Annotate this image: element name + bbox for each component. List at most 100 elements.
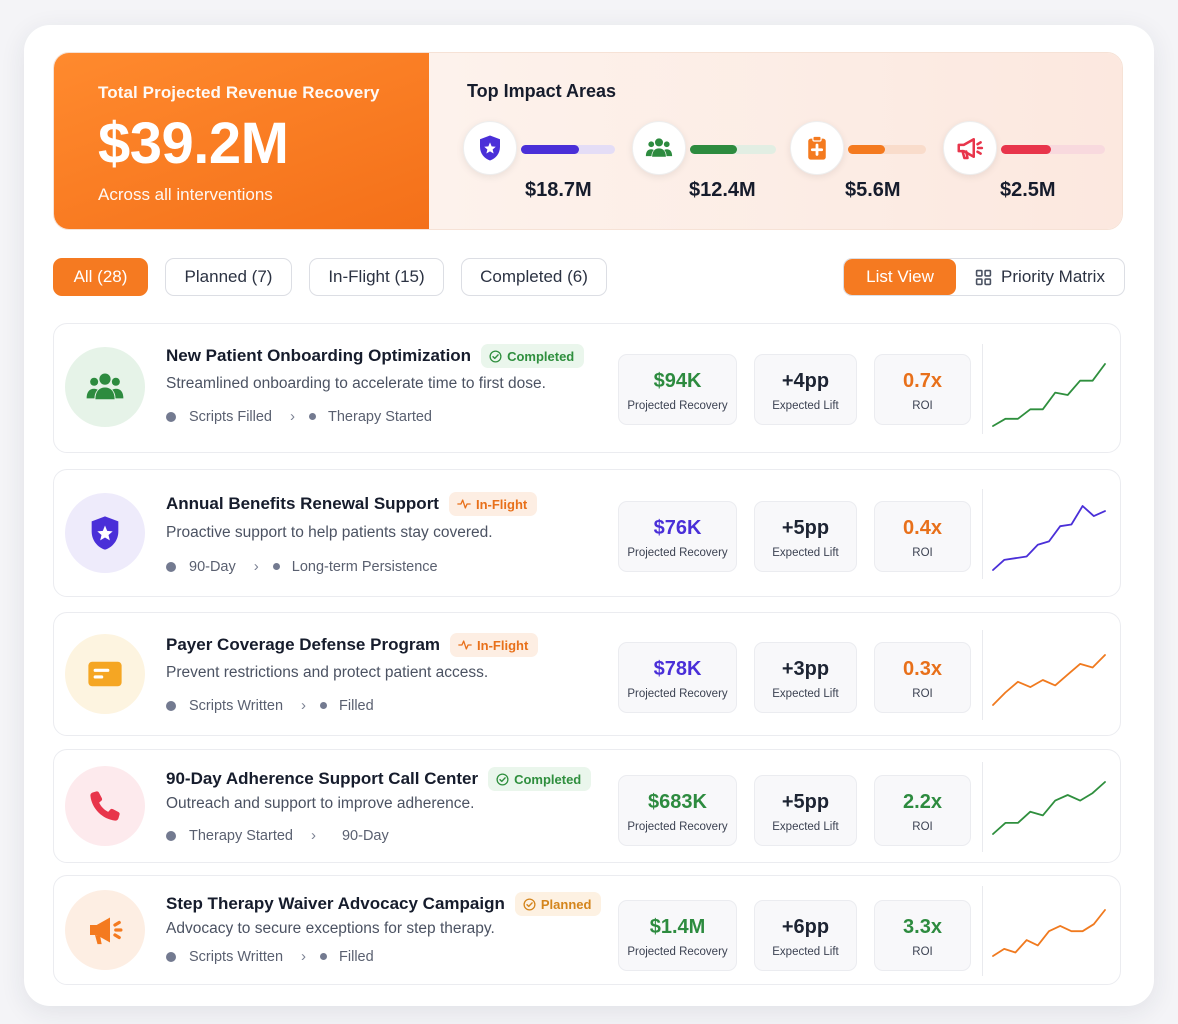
roi-metric: 0.7x ROI [874, 354, 971, 425]
intervention-title: Annual Benefits Renewal Support [166, 494, 439, 513]
list-view-button[interactable]: List View [844, 259, 956, 295]
priority-matrix-button[interactable]: Priority Matrix [956, 259, 1124, 295]
intervention-title: Payer Coverage Defense Program [166, 635, 441, 654]
impact-area-item[interactable]: $18.7M [463, 121, 623, 211]
roi-value: 3.3x [903, 916, 942, 938]
intervention-row[interactable]: Step Therapy Waiver Advocacy Campaign Pl… [53, 875, 1121, 985]
recovery-value: $683K [648, 791, 707, 813]
impact-area-item[interactable]: $5.6M [790, 121, 950, 211]
stage-dot-icon [166, 830, 176, 841]
intervention-description: Advocacy to secure exceptions for step t… [166, 920, 495, 937]
roi-label: ROI [912, 547, 933, 559]
status-badge: Completed [481, 344, 585, 368]
impact-area-value: $5.6M [845, 179, 901, 201]
trend-sparkline [992, 363, 1106, 427]
roi-metric: 3.3x ROI [874, 900, 971, 971]
funnel-stage-flow: Scripts Written › Filled [166, 948, 374, 965]
funnel-stage-flow: Therapy Started › 90-Day [166, 827, 389, 844]
stage-dot-icon [166, 700, 176, 711]
stage-from: Therapy Started [189, 827, 293, 844]
row-divider [982, 762, 983, 852]
status-badge-label: In-Flight [477, 637, 529, 653]
roi-metric: 0.4x ROI [874, 501, 971, 572]
recovery-label: Projected Recovery [627, 688, 728, 700]
priority-matrix-label: Priority Matrix [1001, 267, 1105, 286]
sparkline-path [992, 909, 1106, 957]
roi-value: 2.2x [903, 791, 942, 813]
clipboard-plus-icon [790, 121, 844, 175]
intervention-title-line: Annual Benefits Renewal Support In-Fligh… [166, 492, 538, 516]
status-badge: In-Flight [448, 492, 538, 516]
intervention-row[interactable]: New Patient Onboarding Optimization Comp… [53, 323, 1121, 453]
projected-recovery-metric: $78K Projected Recovery [618, 642, 737, 713]
sparkline-path [992, 505, 1106, 571]
impact-area-bar-fill [848, 145, 885, 154]
filter-planned-chip[interactable]: Planned (7) [165, 258, 292, 296]
dashboard-card: Total Projected Revenue Recovery $39.2M … [24, 25, 1154, 1006]
total-recovery-label: Total Projected Revenue Recovery [98, 83, 380, 102]
roi-label: ROI [912, 821, 933, 833]
status-badge-label: Completed [507, 348, 575, 364]
lift-value: +6pp [781, 916, 830, 938]
lift-value: +4pp [781, 370, 830, 392]
recovery-value: $94K [653, 370, 702, 392]
total-recovery-panel: Total Projected Revenue Recovery $39.2M … [54, 53, 429, 229]
chevron-right-icon: › [301, 948, 307, 965]
chevron-right-icon: › [310, 827, 316, 844]
impact-area-item[interactable]: $2.5M [943, 121, 1105, 211]
top-impact-areas-title: Top Impact Areas [467, 81, 617, 101]
lift-value: +3pp [781, 658, 830, 680]
roi-metric: 0.3x ROI [874, 642, 971, 713]
trend-sparkline [992, 909, 1106, 957]
expected-lift-metric: +5pp Expected Lift [754, 501, 857, 572]
intervention-row[interactable]: Payer Coverage Defense Program In-Flight… [53, 612, 1121, 736]
total-recovery-value: $39.2M [98, 111, 289, 176]
sparkline-path [992, 654, 1106, 706]
trend-sparkline [992, 781, 1106, 835]
intervention-row[interactable]: 90-Day Adherence Support Call Center Com… [53, 749, 1121, 863]
recovery-label: Projected Recovery [627, 821, 728, 833]
sparkline-path [992, 781, 1106, 835]
intervention-description: Prevent restrictions and protect patient… [166, 664, 489, 681]
stage-dot-icon [320, 702, 328, 709]
lift-value: +5pp [781, 517, 830, 539]
roi-label: ROI [912, 400, 933, 412]
filter-all-chip[interactable]: All (28) [53, 258, 148, 296]
stage-dot-icon [272, 563, 280, 570]
trend-sparkline [992, 505, 1106, 571]
roi-value: 0.4x [903, 517, 942, 539]
chevron-right-icon: › [290, 408, 295, 425]
intervention-title-line: Step Therapy Waiver Advocacy Campaign Pl… [166, 892, 602, 916]
expected-lift-metric: +5pp Expected Lift [754, 775, 857, 846]
check-circle-icon [523, 897, 536, 911]
intervention-row[interactable]: Annual Benefits Renewal Support In-Fligh… [53, 469, 1121, 597]
row-divider [982, 489, 983, 579]
pulse-icon [458, 640, 472, 650]
projected-recovery-metric: $76K Projected Recovery [618, 501, 737, 572]
intervention-description: Streamlined onboarding to accelerate tim… [166, 375, 546, 392]
top-impact-areas-panel: Top Impact Areas $18.7M $12.4M [429, 53, 1122, 229]
summary-banner: Total Projected Revenue Recovery $39.2M … [53, 52, 1123, 230]
megaphone-icon [943, 121, 997, 175]
intervention-title-line: 90-Day Adherence Support Call Center Com… [166, 767, 592, 791]
expected-lift-metric: +6pp Expected Lift [754, 900, 857, 971]
status-badge: In-Flight [450, 633, 539, 657]
stage-to: Filled [339, 948, 374, 965]
filter-completed-chip[interactable]: Completed (6) [461, 258, 607, 296]
roi-value: 0.7x [903, 370, 942, 392]
status-badge: Completed [488, 767, 592, 791]
impact-area-bar [848, 145, 926, 154]
stage-dot-icon [166, 411, 176, 422]
funnel-stage-flow: 90-Day › Long-term Persistence [166, 558, 438, 575]
impact-area-bar-fill [1001, 145, 1051, 154]
view-toggle: List View Priority Matrix [843, 258, 1125, 296]
expected-lift-metric: +4pp Expected Lift [754, 354, 857, 425]
impact-area-item[interactable]: $12.4M [632, 121, 792, 211]
intervention-title: 90-Day Adherence Support Call Center [166, 769, 479, 788]
check-circle-icon [489, 349, 502, 363]
funnel-stage-flow: Scripts Written › Filled [166, 697, 374, 714]
status-badge: Planned [514, 892, 602, 916]
filter-inflight-chip[interactable]: In-Flight (15) [309, 258, 444, 296]
intervention-description: Proactive support to help patients stay … [166, 524, 493, 541]
stage-dot-icon [166, 951, 176, 962]
